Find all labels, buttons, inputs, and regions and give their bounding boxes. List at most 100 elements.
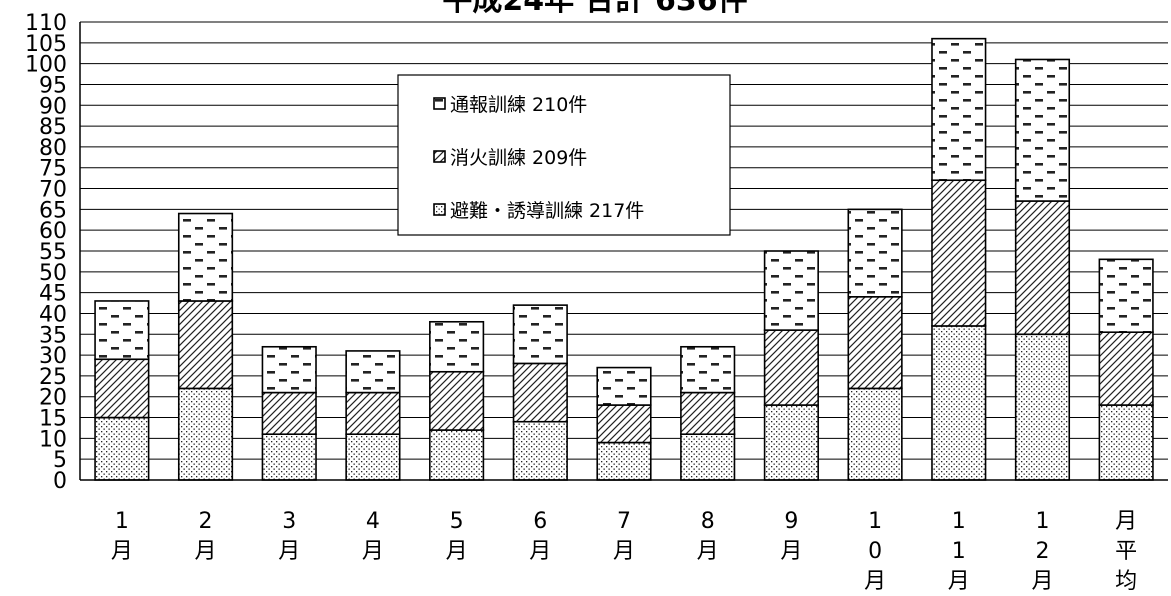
x-tick-label: 月 bbox=[697, 539, 719, 564]
x-tick-label: 月 bbox=[780, 539, 802, 564]
x-tick-label: 月 bbox=[1031, 569, 1053, 594]
x-tick-label: 月 bbox=[1115, 509, 1137, 534]
bar-segment-series-1-cat-5 bbox=[512, 362, 568, 423]
bar-segment-series-1-cat-6 bbox=[596, 404, 652, 444]
y-tick-label: 10 bbox=[39, 427, 67, 452]
x-tick-label: 1 bbox=[1035, 509, 1049, 534]
x-tick-label: 月 bbox=[613, 539, 635, 564]
bar-segment-series-2-cat-5 bbox=[512, 304, 568, 365]
bar-segment-series-2-cat-7 bbox=[680, 345, 736, 394]
x-tick-label: 月 bbox=[362, 539, 384, 564]
y-tick-label: 70 bbox=[39, 178, 67, 203]
bar-segment-series-0-cat-1 bbox=[177, 387, 234, 481]
y-tick-label: 30 bbox=[39, 344, 67, 369]
bar-segment-series-0-cat-3 bbox=[345, 433, 401, 481]
y-tick-label: 20 bbox=[39, 386, 67, 411]
x-tick-label: 月 bbox=[278, 539, 300, 564]
bar-segment-series-2-cat-3 bbox=[345, 350, 401, 394]
x-tick-label: 2 bbox=[199, 509, 213, 534]
y-tick-label: 0 bbox=[53, 469, 67, 494]
bar-segment-series-1-cat-12 bbox=[1098, 331, 1154, 406]
x-tick-label: 3 bbox=[282, 509, 296, 534]
axes bbox=[79, 22, 1168, 481]
bar-segment-series-1-cat-3 bbox=[345, 391, 401, 435]
bar-segment-series-1-cat-4 bbox=[429, 370, 485, 431]
y-tick-label: 25 bbox=[39, 365, 67, 390]
x-tick-label: 6 bbox=[533, 509, 547, 534]
legend-swatch bbox=[433, 97, 446, 110]
legend-label: 通報訓練 210件 bbox=[450, 94, 587, 116]
x-tick-label: 0 bbox=[868, 539, 882, 564]
x-tick-label: 月 bbox=[948, 569, 970, 594]
y-tick-label: 105 bbox=[25, 32, 67, 57]
x-tick-label: 平 bbox=[1115, 539, 1137, 564]
y-axis-ticks: 0510152025303540455055606570758085909510… bbox=[25, 11, 67, 494]
x-tick-label: 4 bbox=[366, 509, 380, 534]
bar-segment-series-0-cat-12 bbox=[1098, 404, 1154, 481]
y-tick-label: 110 bbox=[25, 11, 67, 36]
bar-segment-series-2-cat-9 bbox=[847, 208, 903, 298]
x-tick-label: 1 bbox=[115, 509, 129, 534]
bar-segment-series-0-cat-5 bbox=[512, 420, 568, 481]
bar-segment-series-2-cat-10 bbox=[931, 37, 987, 182]
bar-segment-series-2-cat-12 bbox=[1098, 258, 1154, 333]
y-tick-label: 35 bbox=[39, 323, 67, 348]
y-tick-label: 45 bbox=[39, 282, 67, 307]
x-tick-label: 9 bbox=[784, 509, 798, 534]
x-tick-label: 月 bbox=[195, 539, 217, 564]
legend-box bbox=[397, 74, 731, 236]
bar-segment-series-1-cat-11 bbox=[1014, 200, 1071, 336]
bar-segment-series-0-cat-8 bbox=[763, 404, 819, 481]
y-tick-label: 90 bbox=[39, 94, 67, 119]
x-tick-label: 2 bbox=[1035, 539, 1049, 564]
bar-segment-series-1-cat-7 bbox=[680, 391, 736, 435]
y-tick-label: 40 bbox=[39, 302, 67, 327]
bar-segment-series-2-cat-0 bbox=[94, 300, 150, 361]
y-tick-label: 65 bbox=[39, 198, 67, 223]
x-tick-label: 1 bbox=[868, 509, 882, 534]
y-tick-label: 60 bbox=[39, 219, 67, 244]
bar-segment-series-0-cat-6 bbox=[596, 441, 652, 481]
bar-segment-series-0-cat-0 bbox=[94, 416, 150, 481]
y-tick-label: 95 bbox=[39, 73, 67, 98]
bar-segment-series-1-cat-9 bbox=[847, 295, 903, 390]
bar-segment-series-2-cat-6 bbox=[596, 366, 652, 406]
y-tick-label: 55 bbox=[39, 240, 67, 265]
y-tick-label: 85 bbox=[39, 115, 67, 140]
bar-segment-series-2-cat-1 bbox=[177, 212, 234, 302]
x-tick-label: 5 bbox=[450, 509, 464, 534]
bar-segment-series-0-cat-7 bbox=[680, 433, 736, 481]
bar-segment-series-0-cat-9 bbox=[847, 387, 903, 481]
x-tick-label: 1 bbox=[952, 509, 966, 534]
legend-label: 消火訓練 209件 bbox=[450, 147, 587, 169]
x-tick-label: 月 bbox=[111, 539, 133, 564]
x-tick-label: 均 bbox=[1115, 569, 1137, 594]
y-tick-label: 80 bbox=[39, 136, 67, 161]
bar-segment-series-2-cat-2 bbox=[261, 345, 317, 394]
y-tick-label: 75 bbox=[39, 157, 67, 182]
legend-label: 避難・誘導訓練 217件 bbox=[450, 200, 644, 222]
legend-swatch bbox=[433, 203, 446, 216]
x-tick-label: 1 bbox=[952, 539, 966, 564]
legend-swatch bbox=[433, 150, 446, 163]
bars-group bbox=[94, 37, 1154, 481]
x-tick-label: 月 bbox=[529, 539, 551, 564]
x-tick-label: 8 bbox=[701, 509, 715, 534]
bar-segment-series-1-cat-1 bbox=[177, 300, 234, 390]
x-tick-label: 月 bbox=[446, 539, 468, 564]
bar-segment-series-0-cat-10 bbox=[931, 325, 987, 481]
y-tick-label: 50 bbox=[39, 261, 67, 286]
bar-segment-series-1-cat-0 bbox=[94, 358, 150, 419]
bar-segment-series-2-cat-11 bbox=[1014, 58, 1071, 202]
y-tick-label: 100 bbox=[25, 53, 67, 78]
x-tick-label: 7 bbox=[617, 509, 631, 534]
bar-segment-series-1-cat-8 bbox=[763, 329, 819, 406]
bar-segment-series-1-cat-10 bbox=[931, 179, 987, 327]
chart-title: 平成24年 合計 636件 bbox=[442, 0, 747, 18]
bar-segment-series-2-cat-4 bbox=[429, 320, 485, 373]
y-tick-label: 15 bbox=[39, 407, 67, 432]
bar-segment-series-0-cat-2 bbox=[261, 433, 317, 481]
